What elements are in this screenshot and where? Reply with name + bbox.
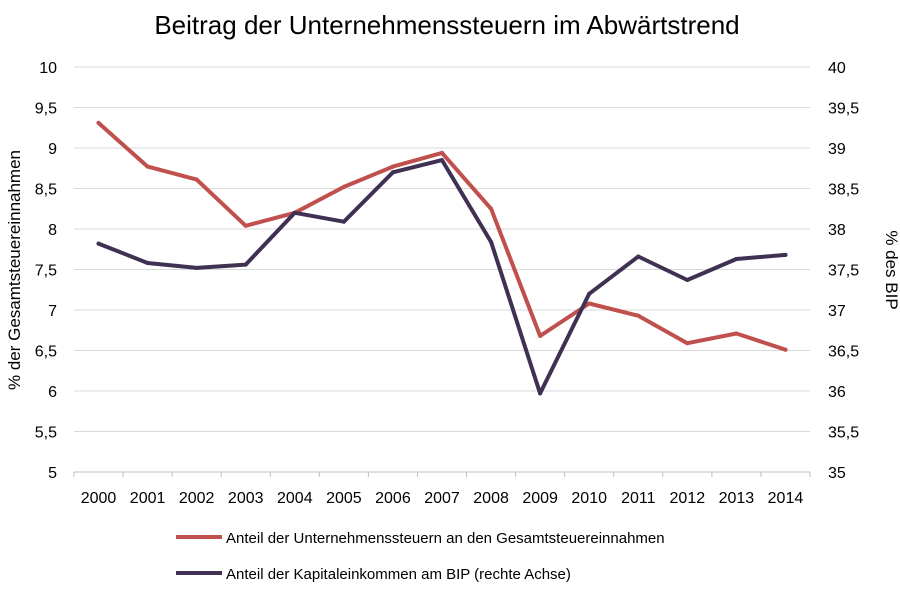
series-0-point bbox=[636, 313, 641, 318]
series-line-1 bbox=[96, 158, 788, 396]
series-1-point bbox=[145, 261, 150, 266]
series-0-point bbox=[783, 347, 788, 352]
series-1-point bbox=[194, 265, 199, 270]
left-tick-label: 6,5 bbox=[35, 344, 57, 361]
right-tick-label: 35,5 bbox=[828, 425, 859, 442]
legend: Anteil der Unternehmenssteuern an den Ge… bbox=[176, 530, 665, 583]
series-1-point bbox=[636, 254, 641, 259]
x-tick-label: 2009 bbox=[522, 490, 558, 507]
legend-label-capital-income: Anteil der Kapitaleinkommen am BIP (rech… bbox=[226, 566, 571, 583]
series-1-point bbox=[440, 158, 444, 163]
left-tick-label: 9,5 bbox=[35, 101, 57, 118]
left-tick-label: 7,5 bbox=[35, 263, 57, 280]
series-1-point bbox=[390, 170, 395, 175]
right-tick-label: 37,5 bbox=[828, 263, 859, 280]
series-0-point bbox=[145, 164, 150, 169]
right-tick-label: 38 bbox=[828, 222, 846, 239]
x-axis-ticks: 2000 2001 2002 2003 2004 2005 2006 2007 2008 2009… bbox=[73, 472, 811, 507]
series-0-point bbox=[489, 206, 494, 211]
x-tick-label: 2004 bbox=[277, 490, 313, 507]
x-tick-label: 2013 bbox=[719, 490, 755, 507]
x-tick-label: 2000 bbox=[81, 490, 117, 507]
series-1-point bbox=[538, 391, 543, 396]
series-1-point bbox=[292, 210, 297, 215]
series-1-point bbox=[243, 262, 248, 267]
left-tick-label: 8 bbox=[48, 222, 57, 239]
right-tick-label: 38,5 bbox=[828, 182, 859, 199]
left-tick-label: 5 bbox=[48, 465, 57, 482]
series-0-point bbox=[243, 223, 248, 228]
left-tick-label: 5,5 bbox=[35, 425, 57, 442]
x-tick-label: 2005 bbox=[326, 490, 362, 507]
series-0-point bbox=[390, 164, 395, 169]
x-tick-label: 2003 bbox=[228, 490, 264, 507]
right-tick-label: 40 bbox=[828, 60, 846, 77]
right-tick-label: 36 bbox=[828, 384, 846, 401]
x-tick-label: 2010 bbox=[571, 490, 607, 507]
right-axis-ticks: 35 35,5 36 36,5 37 37,5 38 38,5 39 39,5 40 bbox=[828, 60, 859, 482]
x-tick-label: 2006 bbox=[375, 490, 411, 507]
chart-title: Beitrag der Unternehmenssteuern im Abwär… bbox=[154, 10, 739, 40]
right-tick-label: 37 bbox=[828, 303, 846, 320]
right-tick-label: 35 bbox=[828, 465, 846, 482]
series-0-point bbox=[538, 333, 543, 338]
series-line-0 bbox=[96, 120, 788, 352]
right-axis-title: % des BIP bbox=[882, 230, 900, 309]
left-tick-label: 8,5 bbox=[35, 182, 57, 199]
series-1-point bbox=[783, 252, 788, 257]
series-1-point bbox=[96, 241, 101, 246]
x-tick-label: 2012 bbox=[670, 490, 706, 507]
right-tick-label: 36,5 bbox=[828, 344, 859, 361]
x-tick-label: 2014 bbox=[768, 490, 804, 507]
gridlines bbox=[74, 66, 810, 473]
x-tick-label: 2001 bbox=[130, 490, 166, 507]
series-0-point bbox=[440, 150, 444, 155]
series-0-point bbox=[96, 120, 101, 125]
series-1-point bbox=[734, 256, 739, 261]
x-tick-label: 2002 bbox=[179, 490, 215, 507]
right-tick-label: 39,5 bbox=[828, 101, 859, 118]
series-1-point bbox=[341, 219, 346, 224]
series-1-point bbox=[685, 278, 690, 283]
left-tick-label: 6 bbox=[48, 384, 57, 401]
x-tick-label: 2007 bbox=[424, 490, 460, 507]
left-tick-label: 9 bbox=[48, 141, 57, 158]
legend-label-taxes: Anteil der Unternehmenssteuern an den Ge… bbox=[226, 530, 665, 547]
left-axis-ticks: 5 5,5 6 6,5 7 7,5 8 8,5 9 9,5 10 bbox=[35, 60, 57, 482]
left-tick-label: 7 bbox=[48, 303, 57, 320]
series-0-point bbox=[587, 301, 592, 306]
series-0-point bbox=[341, 184, 346, 189]
right-tick-label: 39 bbox=[828, 141, 846, 158]
series-1-point bbox=[587, 291, 592, 296]
series-0-point bbox=[734, 331, 739, 336]
left-axis-title: % der Gesamtsteuereinnahmen bbox=[5, 150, 24, 390]
x-tick-label: 2011 bbox=[621, 490, 656, 507]
series-0-point bbox=[194, 177, 199, 182]
series-0-point bbox=[685, 341, 690, 346]
series-lines bbox=[96, 120, 788, 396]
left-tick-label: 10 bbox=[39, 60, 57, 77]
series-1-point bbox=[489, 239, 494, 244]
x-tick-label: 2008 bbox=[473, 490, 509, 507]
